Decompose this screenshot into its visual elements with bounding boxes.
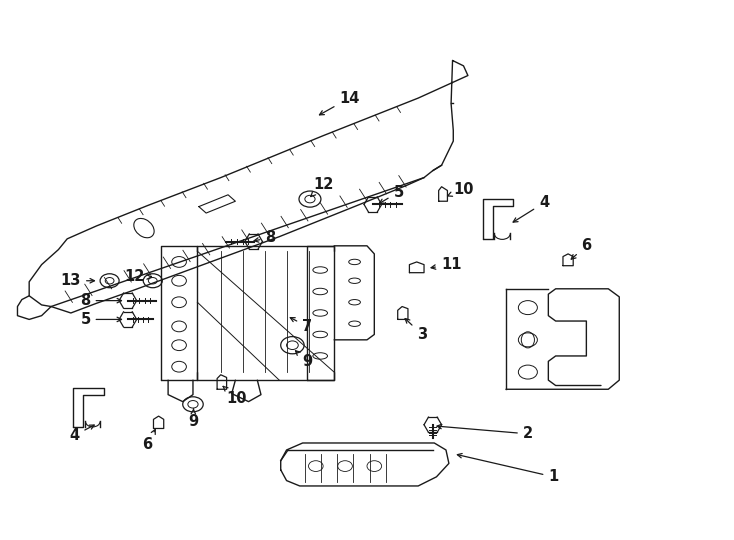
Text: 10: 10	[448, 182, 473, 197]
Text: 5: 5	[80, 312, 122, 327]
Text: 2: 2	[437, 424, 533, 441]
Text: 3: 3	[405, 319, 427, 342]
Text: 8: 8	[80, 293, 122, 308]
Text: 10: 10	[223, 386, 247, 407]
Text: 13: 13	[61, 273, 95, 288]
Text: 12: 12	[124, 269, 151, 285]
Text: 5: 5	[379, 185, 404, 204]
Text: 4: 4	[513, 195, 549, 222]
Text: 4: 4	[70, 425, 94, 443]
Text: 6: 6	[142, 429, 156, 452]
Text: 12: 12	[310, 177, 333, 197]
Text: 14: 14	[319, 91, 360, 115]
Text: 9: 9	[188, 408, 198, 429]
Text: 6: 6	[571, 238, 592, 259]
Text: 7: 7	[290, 318, 312, 334]
Text: 11: 11	[431, 257, 462, 272]
Text: 1: 1	[457, 454, 559, 484]
Text: 8: 8	[254, 230, 275, 245]
Text: 9: 9	[296, 350, 312, 369]
